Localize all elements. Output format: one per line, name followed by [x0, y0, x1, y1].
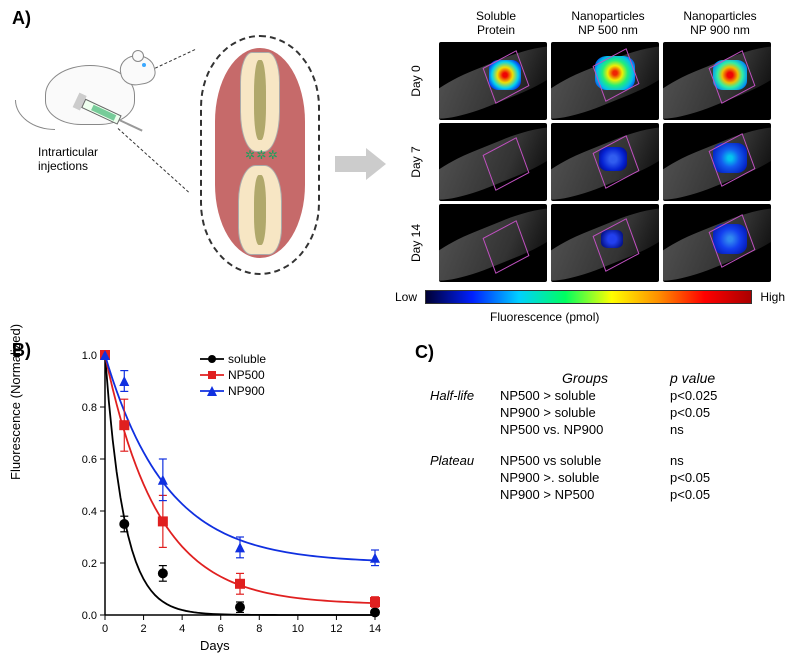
imaging-cell — [551, 204, 659, 282]
chart-ylabel: Fluorescence (Normalized) — [8, 324, 23, 480]
imaging-cell — [439, 123, 547, 201]
stats-groups-cell: NP500 > soluble — [500, 388, 670, 403]
knee-joint-drawing: ✲ ✲ ✲ — [190, 30, 330, 280]
stats-groups-cell: NP900 >. soluble — [500, 470, 670, 485]
imaging-row-label: Day 0 — [409, 60, 423, 102]
chart-xlabel: Days — [200, 638, 230, 653]
stats-header-pvalue: p value — [670, 370, 760, 386]
svg-text:0.6: 0.6 — [82, 454, 97, 466]
stats-section-name — [430, 422, 500, 437]
svg-text:10: 10 — [292, 623, 304, 635]
imaging-column-headers: Soluble Protein Nanoparticles NP 500 nm … — [440, 10, 790, 38]
panel-A-label: A) — [12, 8, 31, 29]
stats-pvalue-cell: ns — [670, 453, 760, 468]
imaging-row-label: Day 14 — [409, 222, 423, 264]
stats-section-name: Half-life — [430, 388, 500, 403]
stats-pvalue-cell: ns — [670, 422, 760, 437]
stats-pvalue-cell: p<0.05 — [670, 405, 760, 420]
colorbar: Low High — [395, 290, 785, 304]
arrow-icon — [335, 140, 390, 177]
svg-text:0: 0 — [102, 623, 108, 635]
svg-text:0.2: 0.2 — [82, 558, 97, 570]
stats-section-name — [430, 470, 500, 485]
panel-C-label: C) — [415, 342, 434, 363]
imaging-cell — [663, 123, 771, 201]
legend-label: NP500 — [228, 368, 265, 382]
svg-text:2: 2 — [141, 623, 147, 635]
legend-label: NP900 — [228, 384, 265, 398]
col-header: Nanoparticles NP 500 nm — [552, 10, 664, 38]
stats-groups-cell: NP500 vs. NP900 — [500, 422, 670, 437]
imaging-cell — [439, 42, 547, 120]
svg-text:0.4: 0.4 — [82, 506, 97, 518]
colorbar-low: Low — [395, 290, 417, 304]
svg-text:0.8: 0.8 — [82, 402, 97, 414]
figure-root: A) Intrarticular injections ✲ ✲ ✲ — [0, 0, 800, 667]
stats-pvalue-cell: p<0.05 — [670, 487, 760, 502]
col-header: Nanoparticles NP 900 nm — [664, 10, 776, 38]
stats-table: Groups p value Half-lifeNP500 > solublep… — [430, 370, 790, 502]
svg-text:1.0: 1.0 — [82, 350, 97, 362]
colorbar-gradient — [425, 290, 752, 304]
imaging-cell — [439, 204, 547, 282]
chart-legend: soluble NP500 NP900 — [200, 352, 266, 400]
imaging-cell — [663, 204, 771, 282]
stats-pvalue-cell: p<0.025 — [670, 388, 760, 403]
stats-section-name — [430, 405, 500, 420]
svg-text:6: 6 — [218, 623, 224, 635]
stats-section-name — [430, 487, 500, 502]
imaging-grid: Soluble Protein Nanoparticles NP 500 nm … — [395, 10, 790, 285]
colorbar-caption: Fluorescence (pmol) — [490, 310, 599, 324]
stats-pvalue-cell: p<0.05 — [670, 470, 760, 485]
stats-groups-cell: NP900 > soluble — [500, 405, 670, 420]
legend-label: soluble — [228, 352, 266, 366]
imaging-cell — [551, 123, 659, 201]
imaging-row-label: Day 7 — [409, 141, 423, 183]
stats-groups-cell: NP900 > NP500 — [500, 487, 670, 502]
stats-section-name: Plateau — [430, 453, 500, 468]
colorbar-high: High — [760, 290, 785, 304]
svg-text:8: 8 — [256, 623, 262, 635]
svg-text:14: 14 — [369, 623, 381, 635]
svg-text:0.0: 0.0 — [82, 610, 97, 622]
svg-text:12: 12 — [330, 623, 342, 635]
stats-groups-cell: NP500 vs soluble — [500, 453, 670, 468]
panel-A-illustration: Intrarticular injections ✲ ✲ ✲ — [20, 30, 340, 280]
imaging-cell — [551, 42, 659, 120]
svg-text:4: 4 — [179, 623, 185, 635]
injection-label: Intrarticular injections — [38, 145, 98, 173]
stats-header-groups: Groups — [500, 370, 670, 386]
legend-item: NP500 — [200, 368, 266, 382]
legend-item: NP900 — [200, 384, 266, 398]
legend-item: soluble — [200, 352, 266, 366]
col-header: Soluble Protein — [440, 10, 552, 38]
imaging-cell — [663, 42, 771, 120]
